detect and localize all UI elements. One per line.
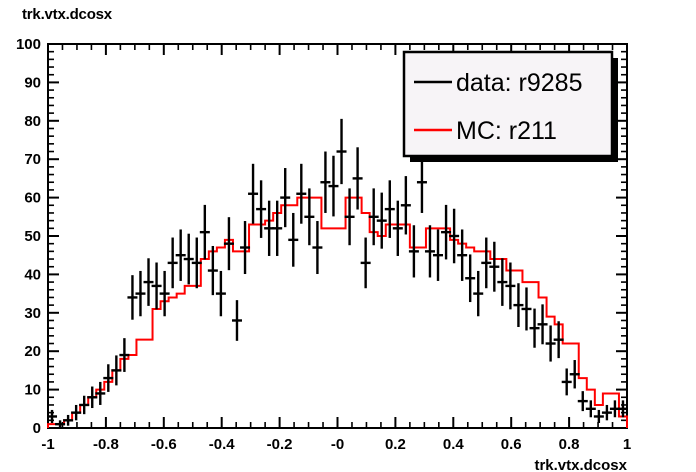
- y-tick-label: 90: [24, 74, 41, 91]
- y-tick-label: 10: [24, 382, 41, 399]
- y-tick-label: 70: [24, 151, 41, 168]
- legend: data: r9285 MC: r211: [402, 50, 618, 162]
- x-tick-label: -0.2: [267, 436, 293, 453]
- x-tick-label: -0.6: [151, 436, 177, 453]
- plot-title: trk.vtx.dcosx: [22, 6, 112, 23]
- y-tick-label: 60: [24, 190, 41, 207]
- x-tick-label: 0.8: [559, 436, 580, 453]
- y-axis: 0 10 20 30 40 50 60 70 80 90 100: [16, 36, 627, 437]
- y-tick-label: 20: [24, 343, 41, 360]
- x-tick-label: -0.8: [93, 436, 119, 453]
- legend-label-data: data: r9285: [456, 69, 583, 97]
- x-tick-label: -0.4: [209, 436, 236, 453]
- x-tick-label: 0.4: [443, 436, 465, 453]
- y-tick-label: 100: [16, 36, 41, 53]
- x-axis-title: trk.vtx.dcosx: [534, 457, 627, 472]
- y-tick-label: 50: [24, 228, 41, 245]
- data-points-group: [47, 118, 628, 428]
- x-tick-label: 1: [623, 436, 631, 453]
- mc-histogram-line: [47, 196, 628, 428]
- y-tick-label: 80: [24, 113, 41, 130]
- x-tick-label: -0: [331, 436, 344, 453]
- x-axis: -1 -0.8 -0.6 -0.4 -0.2 -0 0.2 0.4 0.6 0.8 1: [41, 44, 631, 453]
- x-tick-label: 0.2: [385, 436, 406, 453]
- y-tick-label: 0: [33, 420, 41, 437]
- x-tick-label: -1: [41, 436, 54, 453]
- x-tick-label: 0.6: [501, 436, 522, 453]
- y-tick-label: 30: [24, 305, 41, 322]
- legend-box: [402, 50, 614, 158]
- legend-label-mc: MC: r211: [456, 117, 557, 145]
- y-tick-label: 40: [24, 266, 41, 283]
